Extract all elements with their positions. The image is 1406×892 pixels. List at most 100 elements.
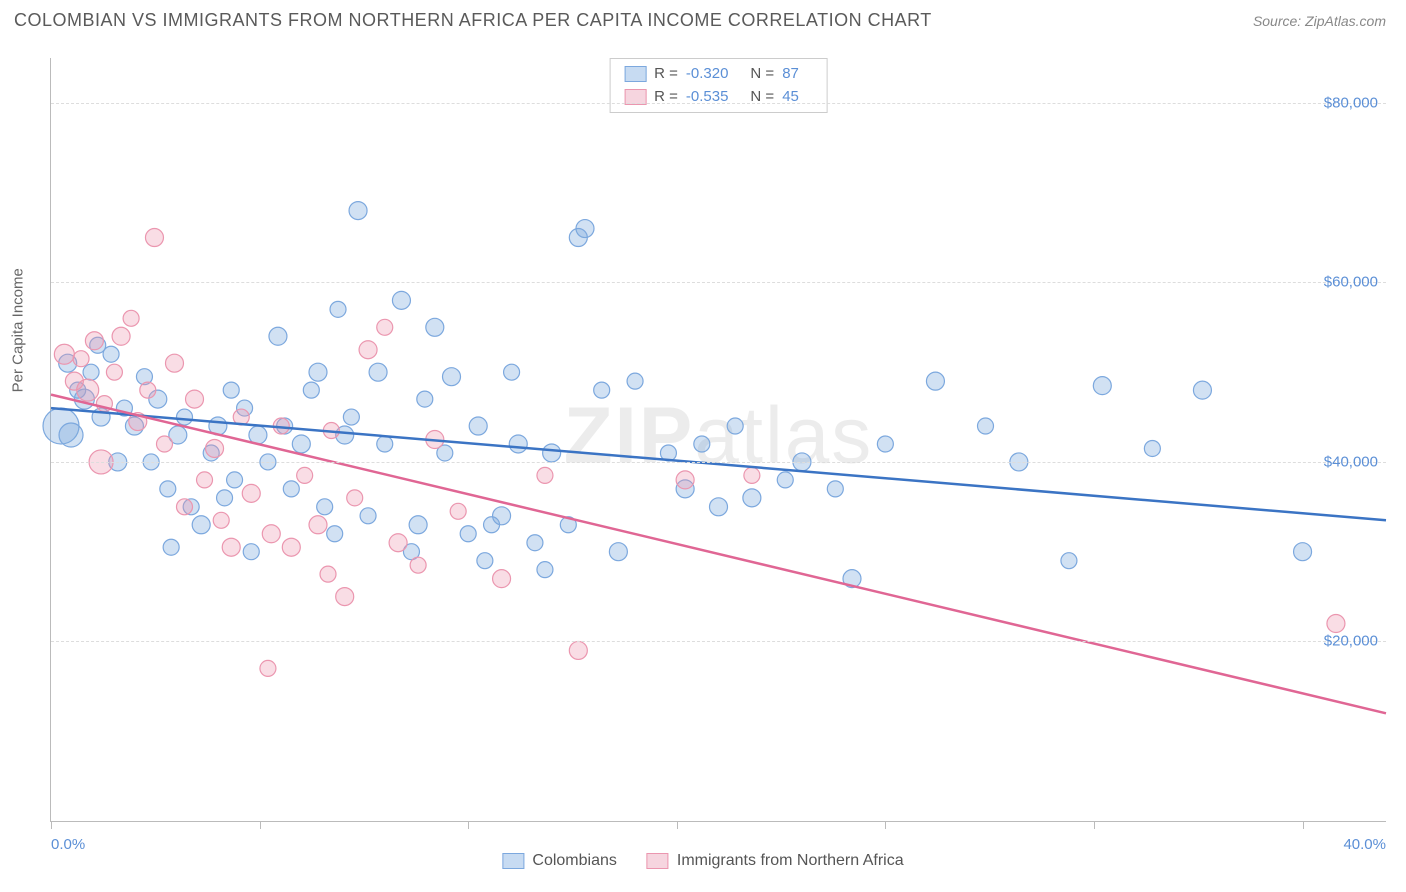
ytick-label: $40,000 [1324,453,1378,470]
legend-label-2: Immigrants from Northern Africa [677,852,904,870]
scatter-point [694,436,710,452]
scatter-point [1061,553,1077,569]
scatter-point [262,525,280,543]
scatter-point [827,481,843,497]
scatter-point [377,319,393,335]
scatter-point [543,444,561,462]
scatter-point [177,409,193,425]
scatter-point [123,310,139,326]
legend-swatch-blue [502,853,524,869]
scatter-point [627,373,643,389]
scatter-point [303,382,319,398]
scatter-point [743,489,761,507]
scatter-point [327,526,343,542]
gridline [51,462,1386,463]
chart-title: COLOMBIAN VS IMMIGRANTS FROM NORTHERN AF… [14,10,932,31]
scatter-point [77,379,99,401]
scatter-point [569,641,587,659]
legend-swatch-pink [647,853,669,869]
n-label-1: N = [750,63,774,86]
scatter-point [347,490,363,506]
scatter-point [443,368,461,386]
stats-row-1: R = -0.320 N = 87 [624,63,813,86]
scatter-point [73,351,89,367]
xtick [51,821,52,829]
scatter-point [106,364,122,380]
xtick [1303,821,1304,829]
ytick-label: $20,000 [1324,633,1378,650]
scatter-point [283,481,299,497]
scatter-point [83,364,99,380]
scatter-point [160,481,176,497]
scatter-point [156,436,172,452]
r-value-2: -0.535 [686,86,729,109]
scatter-point [426,318,444,336]
scatter-point [213,512,229,528]
r-label-2: R = [654,86,678,109]
scatter-point [59,423,83,447]
scatter-point [292,435,310,453]
scatter-point [145,229,163,247]
n-label-2: N = [750,86,774,109]
legend-label-1: Colombians [532,852,616,870]
scatter-point [349,202,367,220]
scatter-point [206,439,224,457]
xtick [260,821,261,829]
scatter-point [309,363,327,381]
scatter-point [569,229,587,247]
xtick [468,821,469,829]
scatter-point [484,517,500,533]
xtick [1094,821,1095,829]
ytick-label: $60,000 [1324,274,1378,291]
scatter-point [1093,377,1111,395]
scatter-point [242,484,260,502]
scatter-point [217,490,233,506]
legend-item-1: Colombians [502,852,616,870]
scatter-point [676,471,694,489]
scatter-point [392,291,410,309]
scatter-svg [51,58,1386,821]
scatter-point [1327,615,1345,633]
scatter-point [269,327,287,345]
xtick [885,821,886,829]
scatter-point [477,553,493,569]
scatter-point [727,418,743,434]
xtick [677,821,678,829]
scatter-point [186,390,204,408]
scatter-point [336,588,354,606]
scatter-point [594,382,610,398]
r-label-1: R = [654,63,678,86]
scatter-point [417,391,433,407]
scatter-point [297,467,313,483]
scatter-point [1193,381,1211,399]
scatter-point [377,436,393,452]
swatch-blue [624,66,646,82]
scatter-point [710,498,728,516]
y-axis-label: Per Capita Income [10,268,27,392]
n-value-2: 45 [782,86,799,109]
chart-header: COLOMBIAN VS IMMIGRANTS FROM NORTHERN AF… [0,0,1406,37]
gridline [51,282,1386,283]
scatter-point [389,534,407,552]
scatter-point [777,472,793,488]
scatter-point [317,499,333,515]
n-value-1: 87 [782,63,799,86]
scatter-point [163,539,179,555]
scatter-point [54,344,74,364]
scatter-point [744,467,760,483]
gridline [51,103,1386,104]
scatter-point [165,354,183,372]
scatter-point [460,526,476,542]
scatter-point [140,382,156,398]
gridline [51,641,1386,642]
scatter-point [410,557,426,573]
scatter-point [320,566,336,582]
scatter-point [309,516,327,534]
scatter-point [223,382,239,398]
ytick-label: $80,000 [1324,94,1378,111]
chart-source: Source: ZipAtlas.com [1253,13,1386,29]
scatter-point [360,508,376,524]
scatter-point [504,364,520,380]
scatter-point [359,341,377,359]
series-legend: Colombians Immigrants from Northern Afri… [502,852,903,870]
